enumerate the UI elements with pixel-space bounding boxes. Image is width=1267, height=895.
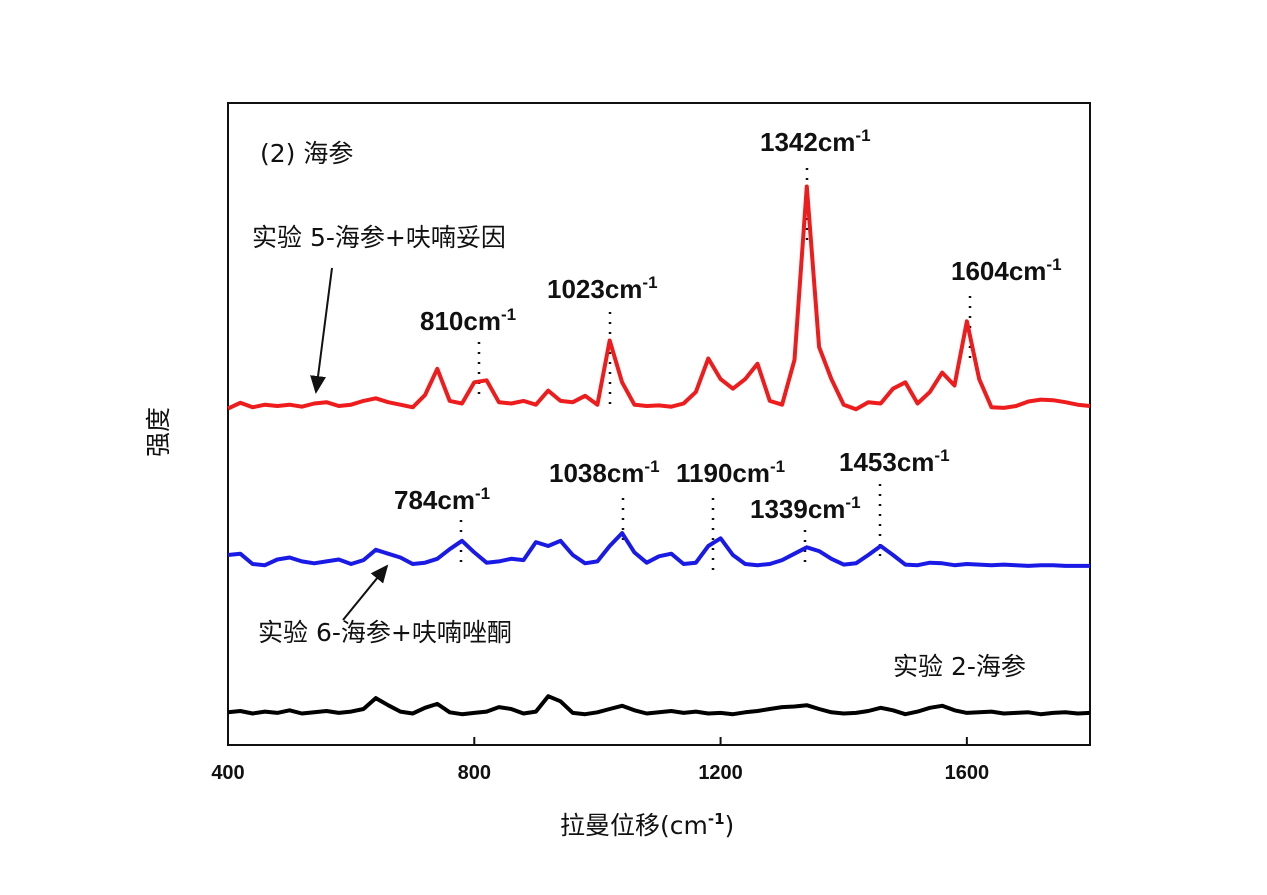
peak-label-sup: -1 (845, 493, 860, 512)
peak-label: 1190cm-1 (676, 457, 785, 488)
y-axis-label: 强度 (144, 407, 173, 457)
x-tick-label: 400 (211, 762, 244, 784)
peak-label-sup: -1 (475, 484, 490, 503)
peak-label-text: 1604cm (951, 256, 1046, 286)
legend-label: 实验 5-海参+呋喃妥因 (252, 223, 506, 252)
peak-label: 1023cm-1 (547, 273, 658, 304)
peak-label-sup: -1 (644, 457, 659, 476)
x-axis-label: 拉曼位移(cm-1) (560, 810, 734, 840)
series-line (227, 531, 1090, 568)
plot-frame (227, 102, 1091, 746)
arrow (342, 564, 389, 621)
x-axis-label-text: ) (725, 811, 735, 840)
series-line (227, 694, 1091, 717)
peak-label-sup: -1 (1046, 255, 1061, 274)
legend-label: 实验 2-海参 (893, 652, 1026, 681)
x-tick-label: 800 (458, 762, 491, 784)
legend-label: 实验 6-海参+呋喃唑酮 (258, 618, 512, 647)
peak-label: 1342cm-1 (760, 126, 871, 157)
peak-label-text: 1339cm (750, 494, 845, 524)
peak-label-text: 1038cm (549, 458, 644, 488)
peak-label: 810cm-1 (420, 305, 516, 336)
peak-label-sup: -1 (934, 446, 949, 465)
peak-label: 1453cm-1 (839, 446, 950, 477)
peak-label-text: 1453cm (839, 447, 934, 477)
peak-label-text: 1342cm (760, 127, 855, 157)
series-line (227, 184, 1091, 412)
peak-label: 784cm-1 (394, 484, 490, 515)
peak-label-sup: -1 (642, 273, 657, 292)
x-axis-label-sup: -1 (708, 810, 725, 828)
peak-label: 1604cm-1 (951, 255, 1062, 286)
peak-label-text: 784cm (394, 485, 475, 515)
peak-label: 1339cm-1 (750, 493, 861, 524)
x-tick-label: 1600 (945, 762, 990, 784)
x-tick-label: 1200 (698, 762, 743, 784)
peak-label: 1038cm-1 (549, 457, 660, 488)
peak-label-sup: -1 (770, 457, 785, 476)
panel-label: (2) 海参 (260, 139, 353, 168)
arrow (310, 267, 333, 394)
peak-label-sup: -1 (501, 305, 516, 324)
peak-label-text: 810cm (420, 306, 501, 336)
peak-label-text: 1023cm (547, 274, 642, 304)
x-axis-label-text: 拉曼位移(cm (560, 811, 708, 840)
peak-label-text: 1190cm (676, 458, 770, 488)
peak-label-sup: -1 (855, 126, 870, 145)
annotations: 810cm-1 1023cm-1 1342cm-1 1604cm-1 784cm… (394, 126, 1062, 578)
